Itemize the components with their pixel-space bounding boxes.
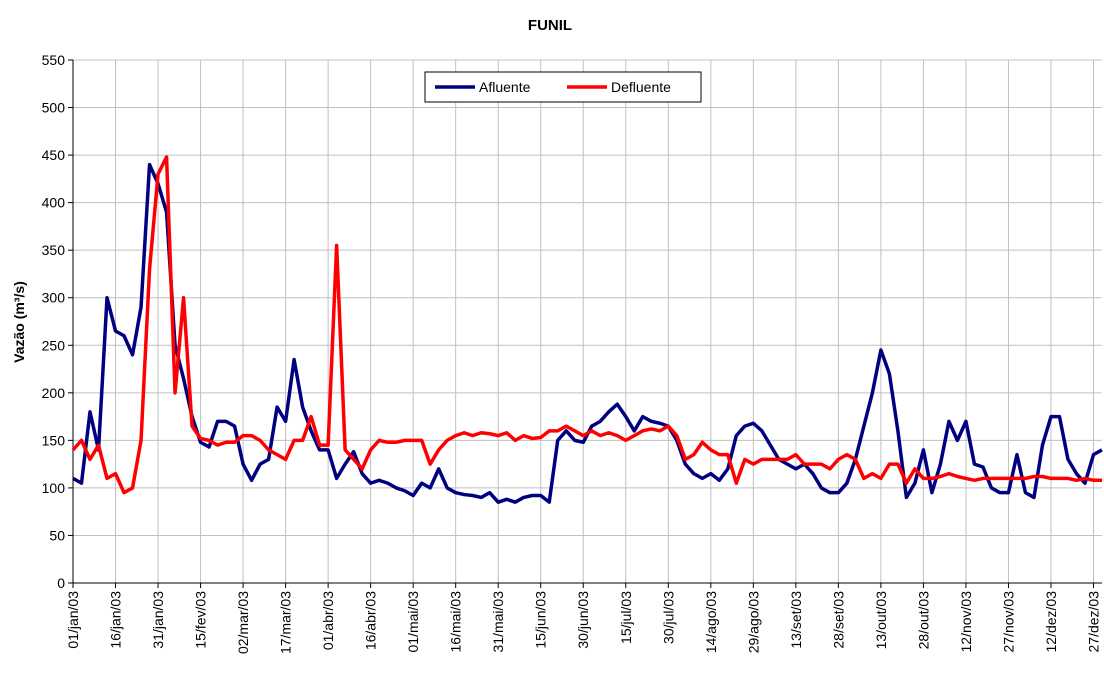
x-tick-label: 31/jan/03 (150, 591, 166, 649)
x-tick-label: 16/jan/03 (108, 591, 124, 649)
x-tick-label: 29/ago/03 (745, 591, 761, 653)
legend-label: Afluente (479, 79, 531, 95)
x-tick-label: 31/mai/03 (490, 591, 506, 653)
x-tick-label: 28/set/03 (830, 591, 846, 649)
x-tick-label: 15/jun/03 (533, 591, 549, 649)
plot-area (73, 60, 1102, 583)
chart-title: FUNIL (528, 17, 572, 34)
x-tick-label: 01/mai/03 (405, 591, 421, 653)
y-tick-label: 300 (42, 290, 66, 306)
x-tick-label: 02/mar/03 (235, 591, 251, 654)
y-tick-label: 500 (42, 100, 66, 116)
x-tick-label: 15/fev/03 (193, 591, 209, 649)
x-tick-label: 17/mar/03 (278, 591, 294, 654)
x-tick-label: 12/dez/03 (1043, 591, 1059, 653)
y-tick-label: 150 (42, 432, 66, 448)
x-tick-label: 14/ago/03 (703, 591, 719, 653)
x-tick-label: 27/dez/03 (1085, 591, 1101, 653)
legend-label: Defluente (611, 79, 671, 95)
y-tick-label: 250 (42, 337, 66, 353)
y-tick-label: 550 (42, 52, 66, 68)
y-axis-label: Vazão (m³/s) (11, 281, 27, 363)
x-tick-label: 16/mai/03 (448, 591, 464, 653)
y-tick-label: 0 (57, 575, 65, 591)
x-tick-label: 28/out/03 (915, 591, 931, 650)
x-tick-label: 27/nov/03 (1000, 591, 1016, 653)
x-tick-label: 01/abr/03 (320, 591, 336, 650)
x-tick-label: 12/nov/03 (958, 591, 974, 653)
y-tick-label: 400 (42, 195, 66, 211)
y-tick-label: 100 (42, 480, 66, 496)
data-line (71, 155, 1102, 495)
legend: Afluente Defluente (424, 71, 702, 103)
y-tick-label: 350 (42, 242, 66, 258)
x-tick-label: 16/abr/03 (363, 591, 379, 650)
x-tick-label: 15/jul/03 (618, 591, 634, 644)
x-tick-label: 13/out/03 (873, 591, 889, 650)
y-tick-label: 200 (42, 385, 66, 401)
x-tick-label: 13/set/03 (788, 591, 804, 649)
x-tick-label: 01/jan/03 (65, 591, 81, 649)
y-tick-label: 50 (49, 527, 65, 543)
x-tick-label: 30/jul/03 (660, 591, 676, 644)
y-tick-label: 450 (42, 147, 66, 163)
x-tick-label: 30/jun/03 (575, 591, 591, 649)
